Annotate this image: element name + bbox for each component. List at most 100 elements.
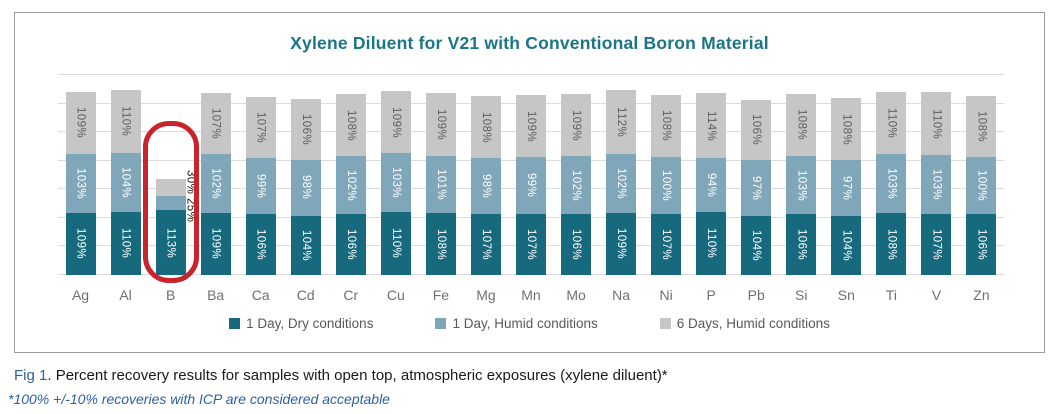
bar-segment: 102% bbox=[606, 154, 637, 213]
bar-column-Ni: 108% 100% 107% bbox=[651, 95, 682, 275]
bar-value-label: 94% bbox=[705, 173, 718, 198]
x-axis-label-Si: Si bbox=[795, 287, 808, 303]
bar-segment: 100% bbox=[966, 157, 997, 215]
chart-title: Xylene Diluent for V21 with Conventional… bbox=[290, 33, 769, 53]
bar-segment: 107% bbox=[200, 93, 231, 155]
x-axis-label-Na: Na bbox=[612, 287, 631, 303]
x-axis-label-Ti: Ti bbox=[885, 287, 897, 303]
bar-value-label: 99% bbox=[254, 174, 267, 199]
bar-segment: 108% bbox=[786, 93, 817, 156]
bar-value-label: 106% bbox=[570, 229, 583, 261]
x-axis-label-Zn: Zn bbox=[973, 287, 990, 303]
bar-column-Zn: 108% 100% 106% bbox=[966, 95, 997, 275]
bar-column-Mg: 108% 98% 107% bbox=[470, 96, 501, 275]
bar-segment: 104% bbox=[741, 215, 772, 275]
x-axis-label-Pb: Pb bbox=[747, 287, 765, 303]
bar-segment: 110% bbox=[921, 92, 952, 156]
bar-value-label: 104% bbox=[750, 229, 763, 261]
bar-segment: 107% bbox=[245, 96, 276, 158]
bar-segment: 107% bbox=[921, 213, 952, 275]
bar-value-label: 98% bbox=[479, 173, 492, 198]
bar-segment: 109% bbox=[65, 91, 96, 154]
x-axis-label-Al: Al bbox=[119, 287, 132, 303]
figure-caption: Fig 1. Percent recovery results for samp… bbox=[14, 367, 668, 384]
bar-value-label: 103% bbox=[795, 169, 808, 201]
bar-segment: 106% bbox=[245, 214, 276, 275]
bar-column-Si: 108% 103% 106% bbox=[786, 93, 817, 275]
bar-value-label: 110% bbox=[119, 106, 132, 137]
figure-footnote: *100% +/-10% recoveries with ICP are con… bbox=[8, 391, 390, 407]
bar-segment: 106% bbox=[561, 214, 592, 275]
bar-value-label: 108% bbox=[344, 109, 357, 141]
bar-segment: 94% bbox=[696, 158, 727, 213]
bar-segment: 102% bbox=[335, 156, 366, 215]
legend-label: 6 Days, Humid conditions bbox=[676, 316, 830, 331]
bar-value-label: 109% bbox=[525, 110, 537, 142]
bar-value-label: 102% bbox=[615, 168, 628, 200]
bar-segment: 103% bbox=[380, 153, 411, 213]
bar-value-label: 107% bbox=[930, 228, 943, 260]
bar-column-Ba: 107% 102% 109% bbox=[200, 93, 231, 275]
bar-value-label: 109% bbox=[434, 108, 447, 140]
x-axis-label-Cd: Cd bbox=[296, 287, 315, 303]
bar-segment: 101% bbox=[425, 155, 456, 214]
bar-column-Al: 110% 104% 110% bbox=[110, 89, 141, 275]
bar-value-label: 98% bbox=[299, 175, 312, 200]
x-axis-label-Cr: Cr bbox=[343, 287, 359, 303]
legend-item: 6 Days, Humid conditions bbox=[659, 316, 830, 331]
bar-segment: 99% bbox=[516, 157, 546, 214]
bar-value-label: 106% bbox=[795, 229, 808, 261]
bar-segment: 110% bbox=[110, 89, 141, 153]
bar-segment: 109% bbox=[561, 93, 592, 157]
bar-segment: 108% bbox=[876, 213, 907, 275]
bar-value-label: 108% bbox=[840, 113, 853, 145]
bar-segment: 109% bbox=[516, 95, 546, 158]
legend-item: 1 Day, Humid conditions bbox=[435, 316, 598, 331]
bar-segment: 106% bbox=[786, 214, 817, 275]
bar-value-label: 110% bbox=[885, 107, 898, 139]
bar-column-Mn: 109% 99% 107% bbox=[516, 95, 546, 275]
bar-column-Cu: 109% 103% 110% bbox=[380, 91, 411, 275]
bar-segment: 108% bbox=[651, 95, 682, 157]
bar-value-label: 112% bbox=[615, 107, 628, 138]
bar-value-label: 110% bbox=[705, 228, 718, 259]
bar-segment: 109% bbox=[606, 212, 637, 275]
figure-caption-text: . Percent recovery results for samples w… bbox=[47, 367, 668, 384]
legend-label: 1 Day, Humid conditions bbox=[452, 316, 598, 331]
bar-column-Fe: 109% 101% 108% bbox=[425, 93, 456, 275]
chart-legend: 1 Day, Dry conditions 1 Day, Humid condit… bbox=[15, 316, 1044, 331]
x-axis-label-Ba: Ba bbox=[207, 287, 225, 303]
bar-segment: 107% bbox=[651, 213, 682, 275]
bar-column-P: 114% 94% 110% bbox=[696, 93, 727, 275]
bar-value-label: 108% bbox=[434, 228, 447, 260]
bar-value-label: 102% bbox=[344, 169, 357, 201]
x-axis-label-B: B bbox=[165, 287, 176, 303]
bar-value-label: 107% bbox=[479, 228, 492, 260]
legend-swatch bbox=[435, 318, 447, 329]
x-axis-labels: Ag Al B Ba Ca Cd Cr Cu Fe Mg Mn Mo Na Ni P Pb Si Sn Ti V Zn bbox=[58, 287, 1004, 309]
bar-value-label: 99% bbox=[525, 173, 537, 198]
bar-value-label: 109% bbox=[74, 228, 87, 260]
bar-value-label: 106% bbox=[299, 113, 312, 145]
bar-column-Mo: 109% 102% 106% bbox=[561, 93, 592, 275]
bar-segment: 109% bbox=[380, 91, 411, 154]
bar-value-label: 107% bbox=[209, 108, 222, 140]
bar-segment: 108% bbox=[335, 94, 366, 157]
legend-swatch bbox=[659, 318, 671, 329]
bar-value-label: 97% bbox=[750, 175, 763, 200]
bar-value-label: 100% bbox=[975, 170, 988, 202]
x-axis-label-Fe: Fe bbox=[432, 287, 450, 303]
figure-caption-label: Fig 1 bbox=[14, 367, 48, 384]
legend-label: 1 Day, Dry conditions bbox=[246, 316, 374, 331]
bar-segment: 100% bbox=[651, 156, 682, 214]
bar-value-label: 107% bbox=[525, 228, 537, 260]
bar-value-label: 108% bbox=[479, 111, 492, 143]
bar-value-label: 104% bbox=[840, 229, 853, 261]
legend-item: 1 Day, Dry conditions bbox=[229, 316, 373, 331]
bar-segment: 98% bbox=[470, 157, 501, 214]
x-axis-label-Ca: Ca bbox=[251, 287, 270, 303]
bar-value-label: 100% bbox=[660, 169, 673, 201]
bar-segment: 114% bbox=[696, 93, 727, 159]
x-axis-label-Mo: Mo bbox=[566, 287, 586, 303]
